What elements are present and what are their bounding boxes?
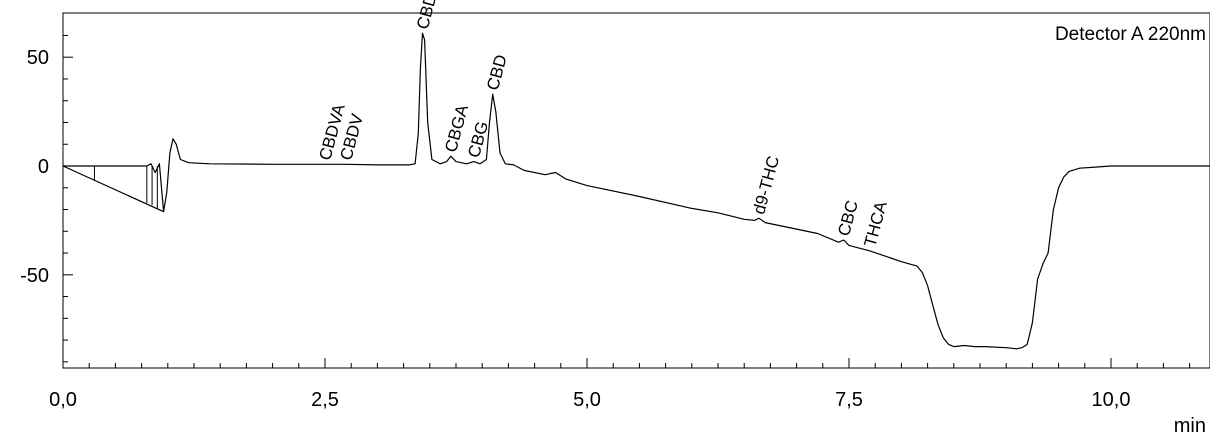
axes: 0,0 2,5 5,0 7,5 10,0 50 0 -50 (20, 34, 1191, 411)
x-axis-label: min (1174, 415, 1206, 437)
integration-marks (93, 166, 158, 209)
chromatogram-trace (63, 32, 1210, 350)
baseline-line (62, 165, 164, 213)
y-tick-label: -50 (20, 265, 49, 287)
peak-label: THCA (860, 199, 891, 249)
y-tick-label: 0 (38, 156, 49, 178)
peak-label: CBC (834, 198, 862, 238)
peak-label: CBDA (413, 0, 444, 31)
x-tick-label: 2,5 (311, 389, 339, 411)
x-tick-label: 0,0 (49, 389, 77, 411)
x-tick-label: 10,0 (1092, 389, 1131, 411)
series-layer (62, 32, 1210, 350)
peak-label: d9-THC (749, 154, 783, 216)
y-tick-label: 50 (27, 47, 49, 69)
x-tick-label: 7,5 (835, 389, 863, 411)
plot-frame (62, 12, 1210, 369)
peak-label: CBG (464, 119, 492, 160)
x-tick-label: 5,0 (573, 389, 601, 411)
detector-label: Detector A 220nm (1055, 24, 1206, 45)
peak-label: CBD (483, 53, 511, 93)
